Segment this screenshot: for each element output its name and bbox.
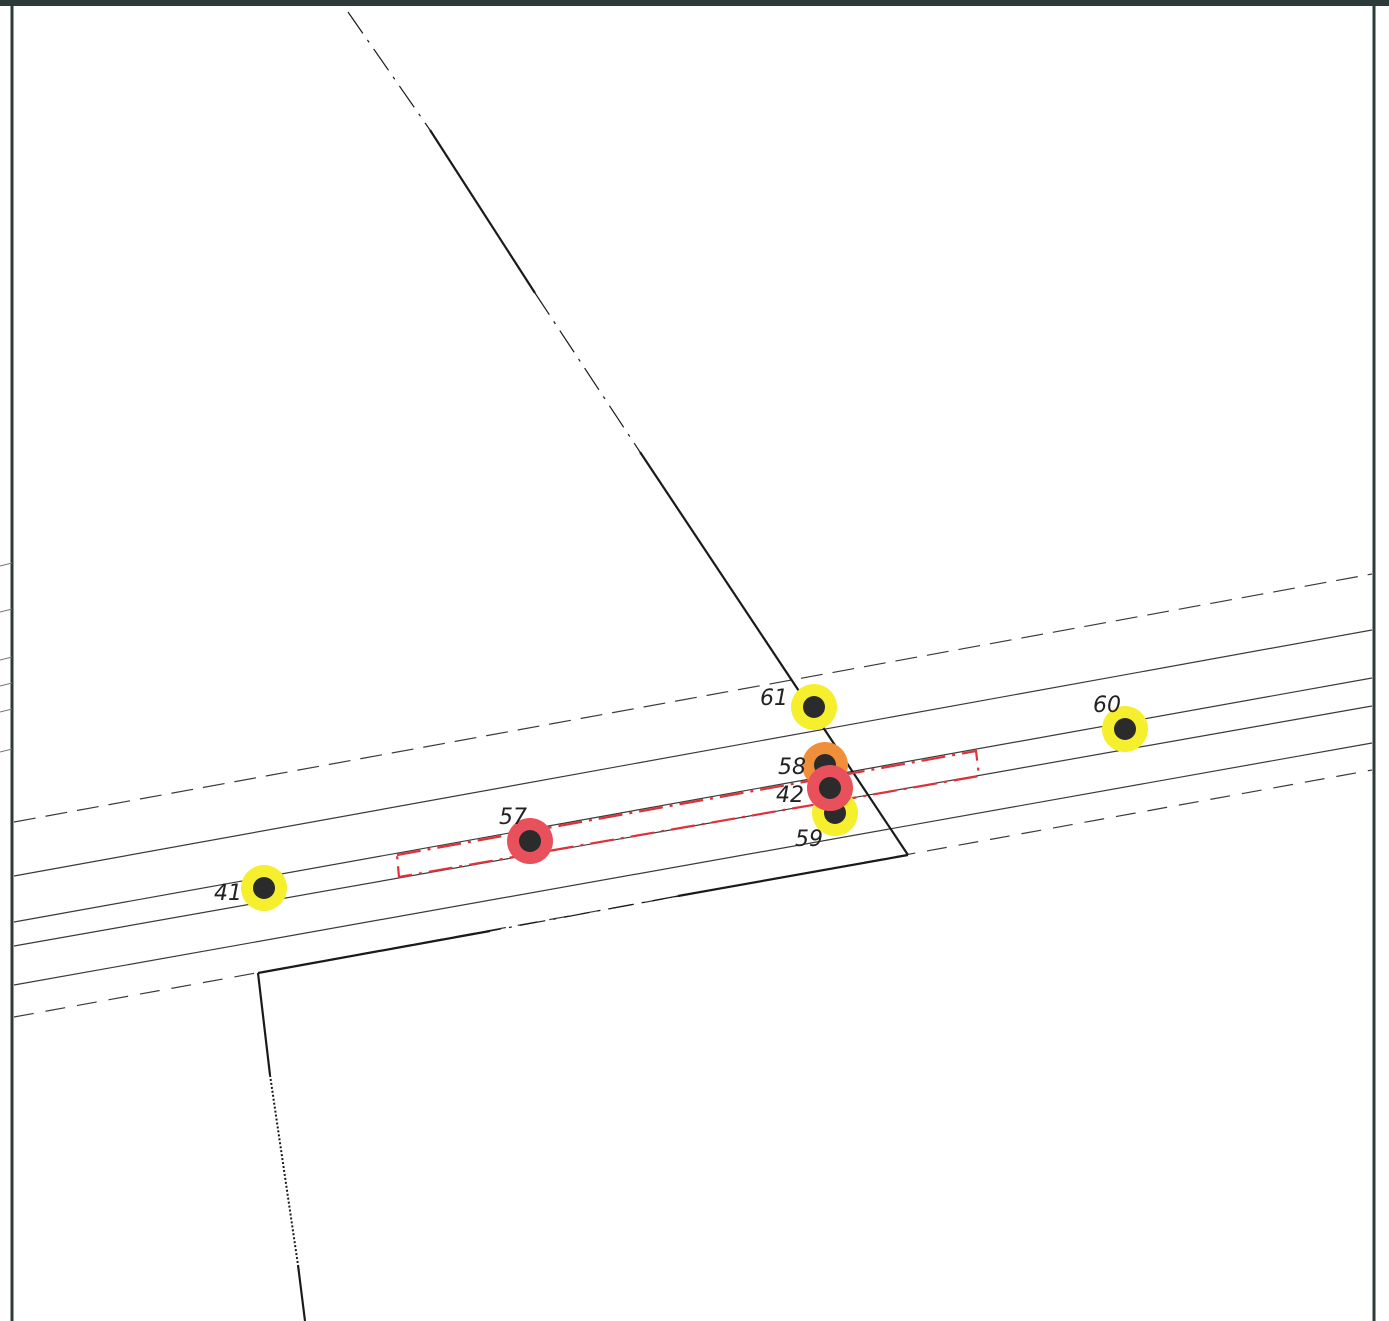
survey-point-41[interactable]: 41 [214,865,287,911]
road-line-2 [13,677,1373,923]
boundary-diagonal-solid-1 [429,129,536,294]
survey-point-42[interactable]: 42 [776,765,853,811]
boundary-bottom-dashdot [489,895,679,932]
survey-point-icon [519,830,541,852]
survey-point-60[interactable]: 60 [1093,693,1148,752]
road-edge-upper-dashed [13,573,1373,823]
point-label-57: 57 [499,805,527,830]
boundary-diagonal-solid-2 [639,451,909,856]
point-label-58: 58 [778,755,806,780]
road-corridor [13,573,1373,1018]
survey-point-61[interactable]: 61 [760,684,837,730]
point-label-61: 61 [760,686,788,711]
point-label-60: 60 [1093,693,1121,718]
boundary-diagonal-dashdot [347,11,431,131]
road-line-4 [13,742,1373,986]
survey-points: 41 57 58 59 42 61 [214,684,1148,911]
survey-point-icon [1114,718,1136,740]
survey-point-icon [803,696,825,718]
survey-point-icon [253,877,275,899]
point-label-41: 41 [214,881,242,906]
survey-point-icon [819,777,841,799]
boundary-vertical-hatched [269,1074,299,1266]
point-label-59: 59 [795,827,823,852]
parcel-boundaries [256,11,909,1321]
excavation-area-outline [395,749,981,879]
edge-stubs [0,562,13,753]
survey-point-57[interactable]: 57 [499,805,553,864]
boundary-bottom-solid-2 [257,929,491,975]
road-line-1 [13,629,1373,877]
boundary-bottom-solid-1 [677,853,909,898]
point-label-42: 42 [776,783,804,808]
boundary-vertical-solid-2 [296,1264,307,1321]
boundary-diagonal-dashdot-2 [534,292,641,453]
boundary-vertical-solid-1 [256,972,272,1076]
